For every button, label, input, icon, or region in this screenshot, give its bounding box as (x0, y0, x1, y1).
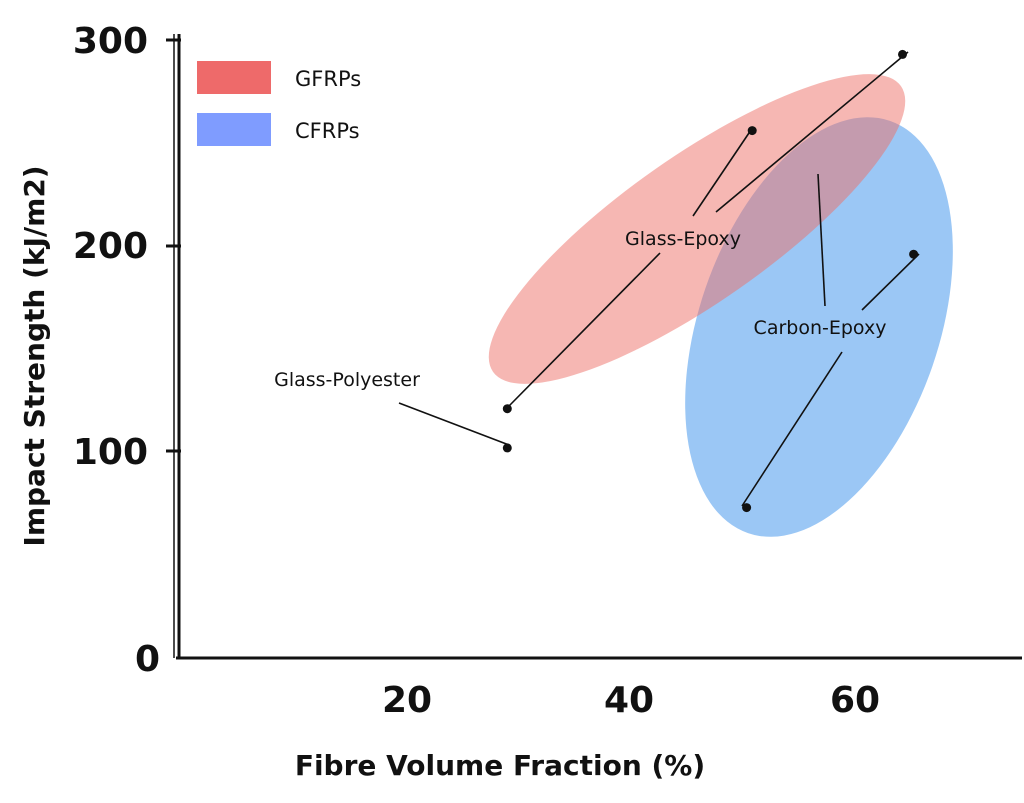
legend-label-gfrps: GFRPs (295, 67, 361, 91)
annotation-glass-polyester: Glass-Polyester (274, 369, 420, 391)
leader-carbon-epoxy-2 (861, 253, 920, 311)
gfrp-region (488, 74, 906, 384)
y-axis (166, 34, 181, 658)
legend: GFRPs CFRPs (197, 61, 361, 146)
data-point-gfrps-0 (502, 404, 512, 414)
leader-lines (398, 51, 920, 507)
leader-glass-polyester (398, 402, 510, 446)
x-tick-label-60: 60 (830, 680, 880, 721)
x-tick-label-40: 40 (604, 680, 654, 721)
y-tick-label-200: 200 (73, 226, 148, 267)
data-points (502, 49, 919, 513)
y-tick-label-300: 300 (73, 21, 148, 62)
leader-glass-epoxy-2 (692, 129, 752, 217)
annotation-carbon-epoxy: Carbon-Epoxy (754, 317, 887, 339)
data-point-gfrps-2 (898, 49, 907, 59)
data-point-cfrps-0 (742, 503, 752, 513)
annotation-glass-epoxy: Glass-Epoxy (625, 228, 741, 250)
x-tick-label-20: 20 (382, 680, 432, 721)
leader-glass-epoxy-3 (715, 51, 909, 213)
data-point-gfrps-1 (747, 126, 757, 136)
legend-label-cfrps: CFRPs (295, 119, 360, 143)
legend-swatch-gfrps (197, 61, 271, 94)
leader-glass-epoxy-1 (508, 252, 661, 407)
y-tick-label-100: 100 (73, 432, 148, 473)
legend-swatch-cfrps (197, 113, 271, 146)
data-point-cfrps-1 (909, 249, 919, 259)
leader-carbon-epoxy-1 (817, 173, 826, 307)
y-axis-label: Impact Strength (kJ/m2) (18, 165, 51, 546)
x-axis-label: Fibre Volume Fraction (%) (295, 749, 705, 782)
y-tick-label-0: 0 (135, 639, 160, 680)
leader-carbon-epoxy-3 (741, 351, 843, 507)
data-point-glass-polyester-0 (502, 443, 512, 453)
